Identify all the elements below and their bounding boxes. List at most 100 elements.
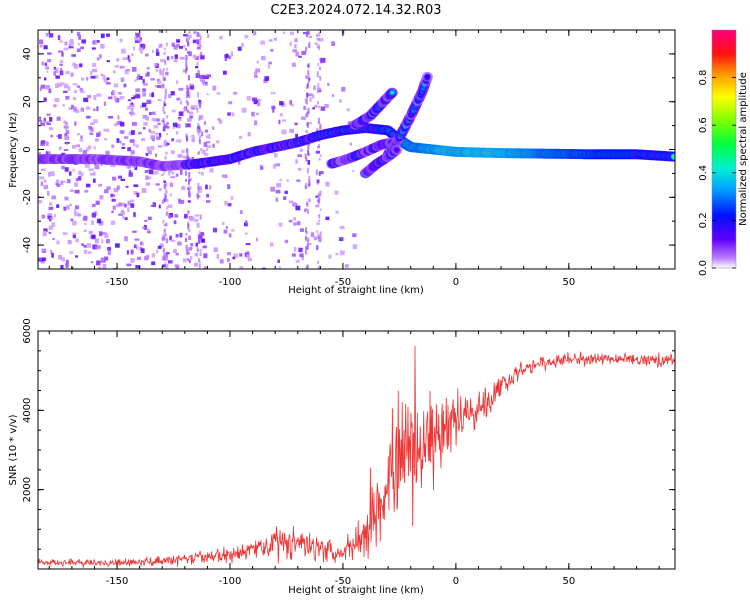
- noise-speck: [92, 40, 96, 45]
- noise-speck: [197, 152, 200, 155]
- noise-speck: [166, 211, 169, 214]
- noise-speck: [127, 105, 131, 110]
- noise-speck: [41, 168, 46, 171]
- noise-speck: [60, 265, 64, 269]
- noise-speck: [170, 91, 175, 96]
- noise-speck: [64, 122, 68, 125]
- noise-speck: [169, 193, 172, 197]
- noise-speck: [145, 73, 147, 77]
- noise-speck: [150, 135, 155, 140]
- noise-speck: [49, 202, 53, 206]
- noise-speck: [161, 173, 164, 176]
- noise-speck: [319, 59, 322, 64]
- noise-speck: [187, 200, 191, 203]
- noise-speck: [130, 150, 135, 155]
- noise-speck: [289, 100, 293, 105]
- noise-speck: [76, 48, 81, 53]
- noise-speck: [128, 59, 131, 63]
- noise-speck: [135, 88, 141, 92]
- spectrogram-image: [38, 30, 675, 269]
- noise-speck: [136, 94, 141, 99]
- noise-speck: [132, 112, 136, 116]
- noise-speck: [286, 179, 289, 182]
- y-tick-label: -20: [22, 189, 33, 205]
- noise-speck: [253, 31, 257, 36]
- noise-speck: [136, 76, 139, 81]
- noise-speck: [127, 55, 130, 60]
- noise-speck: [307, 209, 309, 214]
- noise-speck: [178, 87, 184, 91]
- noise-speck: [51, 252, 54, 258]
- noise-speck: [151, 253, 155, 258]
- noise-speck: [58, 255, 63, 260]
- noise-speck: [305, 76, 310, 80]
- noise-speck: [178, 118, 182, 122]
- noise-speck: [165, 252, 168, 257]
- noise-speck: [171, 171, 175, 175]
- noise-speck: [185, 48, 187, 51]
- noise-speck: [259, 164, 263, 168]
- noise-speck: [317, 200, 320, 206]
- noise-speck: [315, 246, 318, 251]
- noise-speck: [275, 163, 281, 167]
- noise-speck: [270, 48, 274, 52]
- noise-speck: [74, 209, 77, 213]
- noise-speck: [172, 126, 175, 129]
- noise-speck: [176, 40, 180, 43]
- noise-speck: [116, 138, 120, 143]
- noise-speck: [308, 152, 311, 156]
- noise-speck: [255, 68, 260, 73]
- noise-speck: [194, 218, 199, 223]
- noise-speck: [164, 261, 167, 267]
- noise-speck: [183, 155, 188, 159]
- noise-speck: [185, 244, 188, 251]
- noise-speck: [40, 120, 43, 125]
- noise-speck: [216, 92, 221, 95]
- noise-speck: [346, 108, 350, 112]
- noise-speck: [165, 191, 168, 194]
- noise-speck: [295, 205, 301, 211]
- noise-speck: [188, 193, 191, 198]
- noise-speck: [221, 174, 226, 178]
- noise-speck: [122, 216, 125, 220]
- noise-speck: [212, 143, 215, 148]
- noise-speck: [51, 222, 56, 227]
- noise-speck: [153, 117, 157, 122]
- noise-speck: [158, 188, 162, 191]
- noise-speck: [293, 217, 297, 221]
- noise-speck: [139, 50, 143, 54]
- noise-speck: [75, 178, 79, 182]
- noise-speck: [176, 97, 181, 101]
- noise-speck: [239, 135, 242, 139]
- noise-speck: [146, 71, 150, 77]
- noise-speck: [319, 193, 321, 197]
- noise-speck: [163, 77, 166, 81]
- noise-speck: [166, 68, 169, 71]
- noise-speck: [306, 202, 309, 207]
- noise-speck: [129, 139, 135, 143]
- noise-speck: [165, 42, 168, 47]
- noise-speck: [78, 34, 81, 40]
- noise-speck: [303, 105, 307, 110]
- noise-speck: [165, 151, 168, 155]
- noise-speck: [272, 108, 275, 113]
- x-tick-label: -100: [219, 576, 242, 587]
- noise-speck: [206, 141, 211, 144]
- noise-speck: [198, 195, 201, 198]
- noise-speck: [132, 230, 137, 233]
- noise-speck: [319, 77, 322, 81]
- noise-speck: [316, 230, 319, 233]
- snr-y-axis-label: SNR (10 * v/v): [8, 414, 19, 485]
- noise-speck: [170, 176, 176, 179]
- noise-speck: [275, 189, 281, 194]
- noise-speck: [53, 66, 57, 70]
- noise-speck: [171, 42, 175, 47]
- noise-speck: [206, 74, 211, 78]
- noise-speck: [91, 234, 96, 239]
- noise-speck: [292, 49, 297, 53]
- noise-speck: [128, 131, 133, 136]
- noise-speck: [108, 96, 113, 100]
- noise-speck: [133, 184, 139, 187]
- noise-speck: [122, 57, 128, 60]
- noise-speck: [203, 253, 208, 259]
